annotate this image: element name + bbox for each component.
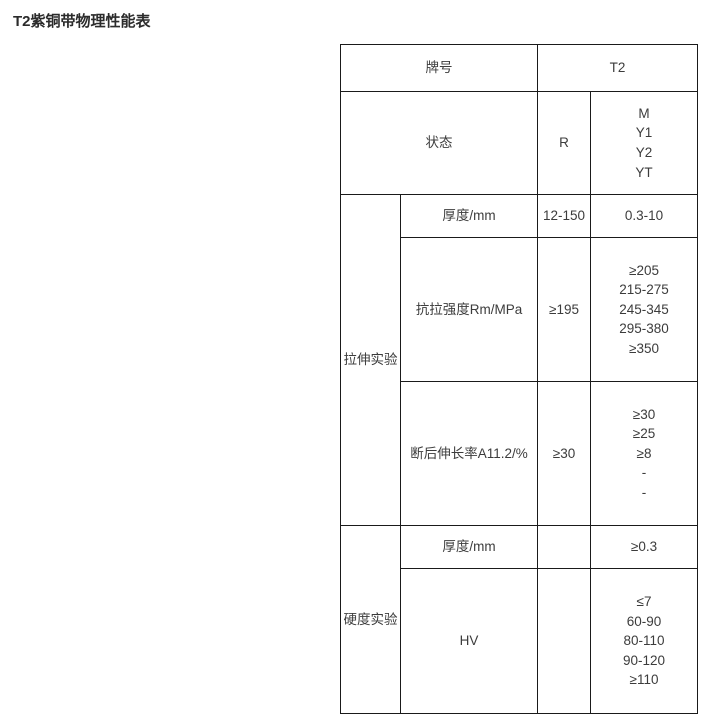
r-value-cell (537, 568, 591, 714)
page-title: T2紫铜带物理性能表 (13, 13, 151, 30)
value-line: - (641, 465, 647, 481)
value-line: 295-380 (619, 321, 669, 337)
temper-value: YT (635, 164, 653, 180)
property-label-cell: 厚度/mm (400, 525, 538, 569)
table-row-tensile-strength: 抗拉强度Rm/MPa ≥195 ≥205 215-275 245-345 295… (341, 237, 699, 382)
r-value-cell: ≥195 (537, 237, 591, 382)
temper-value-cell: ≥30 ≥25 ≥8 - - (589, 381, 699, 526)
table-row-elongation: 断后伸长率A11.2/% ≥30 ≥30 ≥25 ≥8 - - (341, 381, 699, 526)
section-label-hardness: 硬度实验 (340, 525, 401, 714)
value-line: ≥350 (629, 340, 659, 356)
temper-value-cell: ≥0.3 (589, 525, 699, 569)
temper-value-cell: ≥205 215-275 245-345 295-380 ≥350 (589, 237, 699, 382)
table-row-state: 状态 R M Y1 Y2 YT (340, 91, 699, 195)
state-r-cell: R (537, 91, 591, 195)
physical-properties-table: 牌号 T2 状态 R M Y1 Y2 YT 拉伸实验 厚度/mm 12-150 … (340, 44, 699, 714)
value-line: 215-275 (619, 282, 669, 298)
r-value-cell: ≥30 (537, 381, 591, 526)
property-label-cell: 抗拉强度Rm/MPa (400, 237, 538, 382)
grade-label-cell: 牌号 (340, 44, 538, 92)
section-label-tensile: 拉伸实验 (340, 194, 401, 526)
temper-value-cell: 0.3-10 (589, 194, 699, 238)
table-row-hardness-thickness: 硬度实验 厚度/mm ≥0.3 (340, 525, 699, 714)
temper-value: M (638, 105, 650, 121)
state-tempers-cell: M Y1 Y2 YT (589, 91, 699, 195)
temper-value: Y2 (635, 145, 653, 160)
value-line: ≥110 (629, 672, 659, 688)
table-row-grade: 牌号 T2 (340, 44, 699, 92)
value-line: ≥25 (632, 426, 656, 442)
property-label-cell: HV (400, 568, 538, 714)
table-row-tensile-thickness: 拉伸实验 厚度/mm 12-150 0.3-10 (340, 194, 699, 526)
value-line: ≥205 (629, 262, 659, 278)
temper-value: Y1 (635, 125, 653, 141)
value-line: 60-90 (626, 613, 662, 629)
grade-value-cell: T2 (536, 44, 699, 92)
value-line: 90-120 (622, 652, 666, 668)
value-line: - (641, 484, 647, 500)
temper-value-cell: ≤7 60-90 80-110 90-120 ≥110 (589, 568, 699, 714)
value-line: ≤7 (636, 594, 652, 610)
value-line: ≥8 (636, 445, 652, 461)
r-value-cell (537, 525, 591, 569)
value-line: ≥30 (632, 406, 656, 422)
value-line: 80-110 (623, 633, 665, 649)
value-line: 245-345 (619, 301, 669, 317)
r-value-cell: 12-150 (537, 194, 591, 238)
property-label-cell: 厚度/mm (400, 194, 538, 238)
spec-table-container: 牌号 T2 状态 R M Y1 Y2 YT 拉伸实验 厚度/mm 12-150 … (340, 44, 699, 714)
state-label-cell: 状态 (340, 91, 538, 195)
property-label-cell: 断后伸长率A11.2/% (400, 381, 538, 526)
